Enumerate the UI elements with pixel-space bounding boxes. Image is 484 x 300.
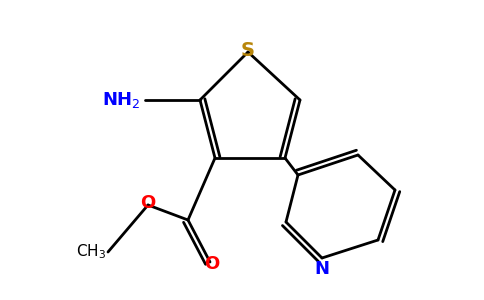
Text: O: O bbox=[204, 255, 220, 273]
Text: N: N bbox=[315, 260, 330, 278]
Text: NH$_2$: NH$_2$ bbox=[103, 90, 141, 110]
Text: CH$_3$: CH$_3$ bbox=[76, 243, 106, 261]
Text: S: S bbox=[241, 40, 255, 59]
Text: O: O bbox=[140, 194, 156, 212]
